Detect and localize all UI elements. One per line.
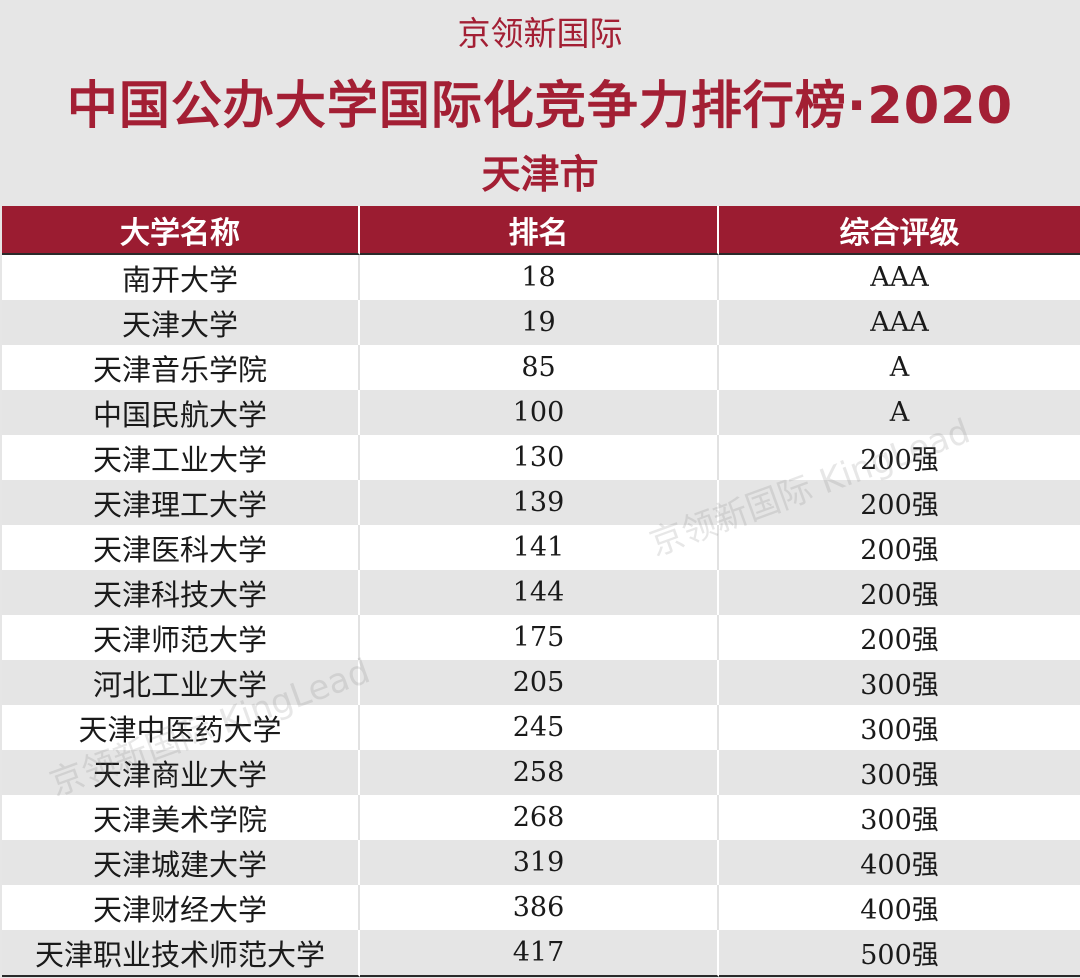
rank-cell: 18: [360, 255, 719, 300]
rank-cell: 100: [360, 390, 719, 435]
rank-cell: 386: [360, 885, 719, 930]
rating-cell: 300强: [719, 705, 1080, 750]
table-row: 天津医科大学 141 200强: [2, 525, 1080, 570]
table-row: 河北工业大学 205 300强: [2, 660, 1080, 705]
rating-cell: AAA: [719, 300, 1080, 345]
university-name-cell: 天津大学: [2, 300, 360, 345]
university-name-cell: 中国民航大学: [2, 390, 360, 435]
rating-cell: A: [719, 390, 1080, 435]
rating-cell: 200强: [719, 435, 1080, 480]
column-header-university: 大学名称: [2, 206, 360, 255]
rating-cell: 200强: [719, 615, 1080, 660]
university-name-cell: 天津理工大学: [2, 480, 360, 525]
table-row: 天津城建大学 319 400强: [2, 840, 1080, 885]
rank-cell: 205: [360, 660, 719, 705]
university-name-cell: 南开大学: [2, 255, 360, 300]
university-name-cell: 河北工业大学: [2, 660, 360, 705]
table-row: 天津美术学院 268 300强: [2, 795, 1080, 840]
rank-cell: 139: [360, 480, 719, 525]
table-row: 中国民航大学 100 A: [2, 390, 1080, 435]
university-name-cell: 天津师范大学: [2, 615, 360, 660]
rank-cell: 144: [360, 570, 719, 615]
table-row: 南开大学 18 AAA: [2, 255, 1080, 300]
table-row: 天津大学 19 AAA: [2, 300, 1080, 345]
university-name-cell: 天津商业大学: [2, 750, 360, 795]
university-name-cell: 天津音乐学院: [2, 345, 360, 390]
university-name-cell: 天津工业大学: [2, 435, 360, 480]
column-header-rank: 排名: [360, 206, 719, 255]
rank-cell: 19: [360, 300, 719, 345]
page-header: 京领新国际 中国公办大学国际化竞争力排行榜·2020 天津市: [0, 0, 1080, 206]
rating-cell: 300强: [719, 660, 1080, 705]
column-header-rating: 综合评级: [719, 206, 1080, 255]
university-name-cell: 天津科技大学: [2, 570, 360, 615]
university-name-cell: 天津城建大学: [2, 840, 360, 885]
rating-cell: 500强: [719, 930, 1080, 977]
table-row: 天津音乐学院 85 A: [2, 345, 1080, 390]
city-subtitle: 天津市: [481, 153, 599, 198]
university-name-cell: 天津美术学院: [2, 795, 360, 840]
table-row: 天津商业大学 258 300强: [2, 750, 1080, 795]
header-row: 大学名称 排名 综合评级: [2, 206, 1080, 255]
rank-cell: 268: [360, 795, 719, 840]
university-name-cell: 天津中医药大学: [2, 705, 360, 750]
table-row: 天津理工大学 139 200强: [2, 480, 1080, 525]
table-row: 天津科技大学 144 200强: [2, 570, 1080, 615]
rating-cell: 300强: [719, 750, 1080, 795]
rank-cell: 85: [360, 345, 719, 390]
rating-cell: AAA: [719, 255, 1080, 300]
rating-cell: 300强: [719, 795, 1080, 840]
rank-cell: 175: [360, 615, 719, 660]
rank-cell: 417: [360, 930, 719, 977]
rating-cell: 400强: [719, 885, 1080, 930]
brand-name: 京领新国际: [457, 14, 623, 53]
table-body: 南开大学 18 AAA 天津大学 19 AAA 天津音乐学院 85 A 中国民航大学 100 A 天津工…: [2, 255, 1080, 977]
rank-cell: 130: [360, 435, 719, 480]
university-name-cell: 天津医科大学: [2, 525, 360, 570]
table-row: 天津师范大学 175 200强: [2, 615, 1080, 660]
table-header: 大学名称 排名 综合评级: [2, 206, 1080, 255]
university-name-cell: 天津职业技术师范大学: [2, 930, 360, 977]
table-row: 天津中医药大学 245 300强: [2, 705, 1080, 750]
rank-cell: 258: [360, 750, 719, 795]
page-title: 中国公办大学国际化竞争力排行榜·2020: [66, 77, 1014, 136]
rating-cell: 200强: [719, 525, 1080, 570]
rating-cell: 400强: [719, 840, 1080, 885]
table-row: 天津财经大学 386 400强: [2, 885, 1080, 930]
table-row: 天津职业技术师范大学 417 500强: [2, 930, 1080, 977]
rank-cell: 141: [360, 525, 719, 570]
rank-cell: 319: [360, 840, 719, 885]
ranking-table: 大学名称 排名 综合评级 南开大学 18 AAA 天津大学 19 AAA 天津音乐学院 85 A…: [2, 206, 1080, 977]
table-row: 天津工业大学 130 200强: [2, 435, 1080, 480]
rank-cell: 245: [360, 705, 719, 750]
rating-cell: 200强: [719, 480, 1080, 525]
university-name-cell: 天津财经大学: [2, 885, 360, 930]
rating-cell: 200强: [719, 570, 1080, 615]
rating-cell: A: [719, 345, 1080, 390]
